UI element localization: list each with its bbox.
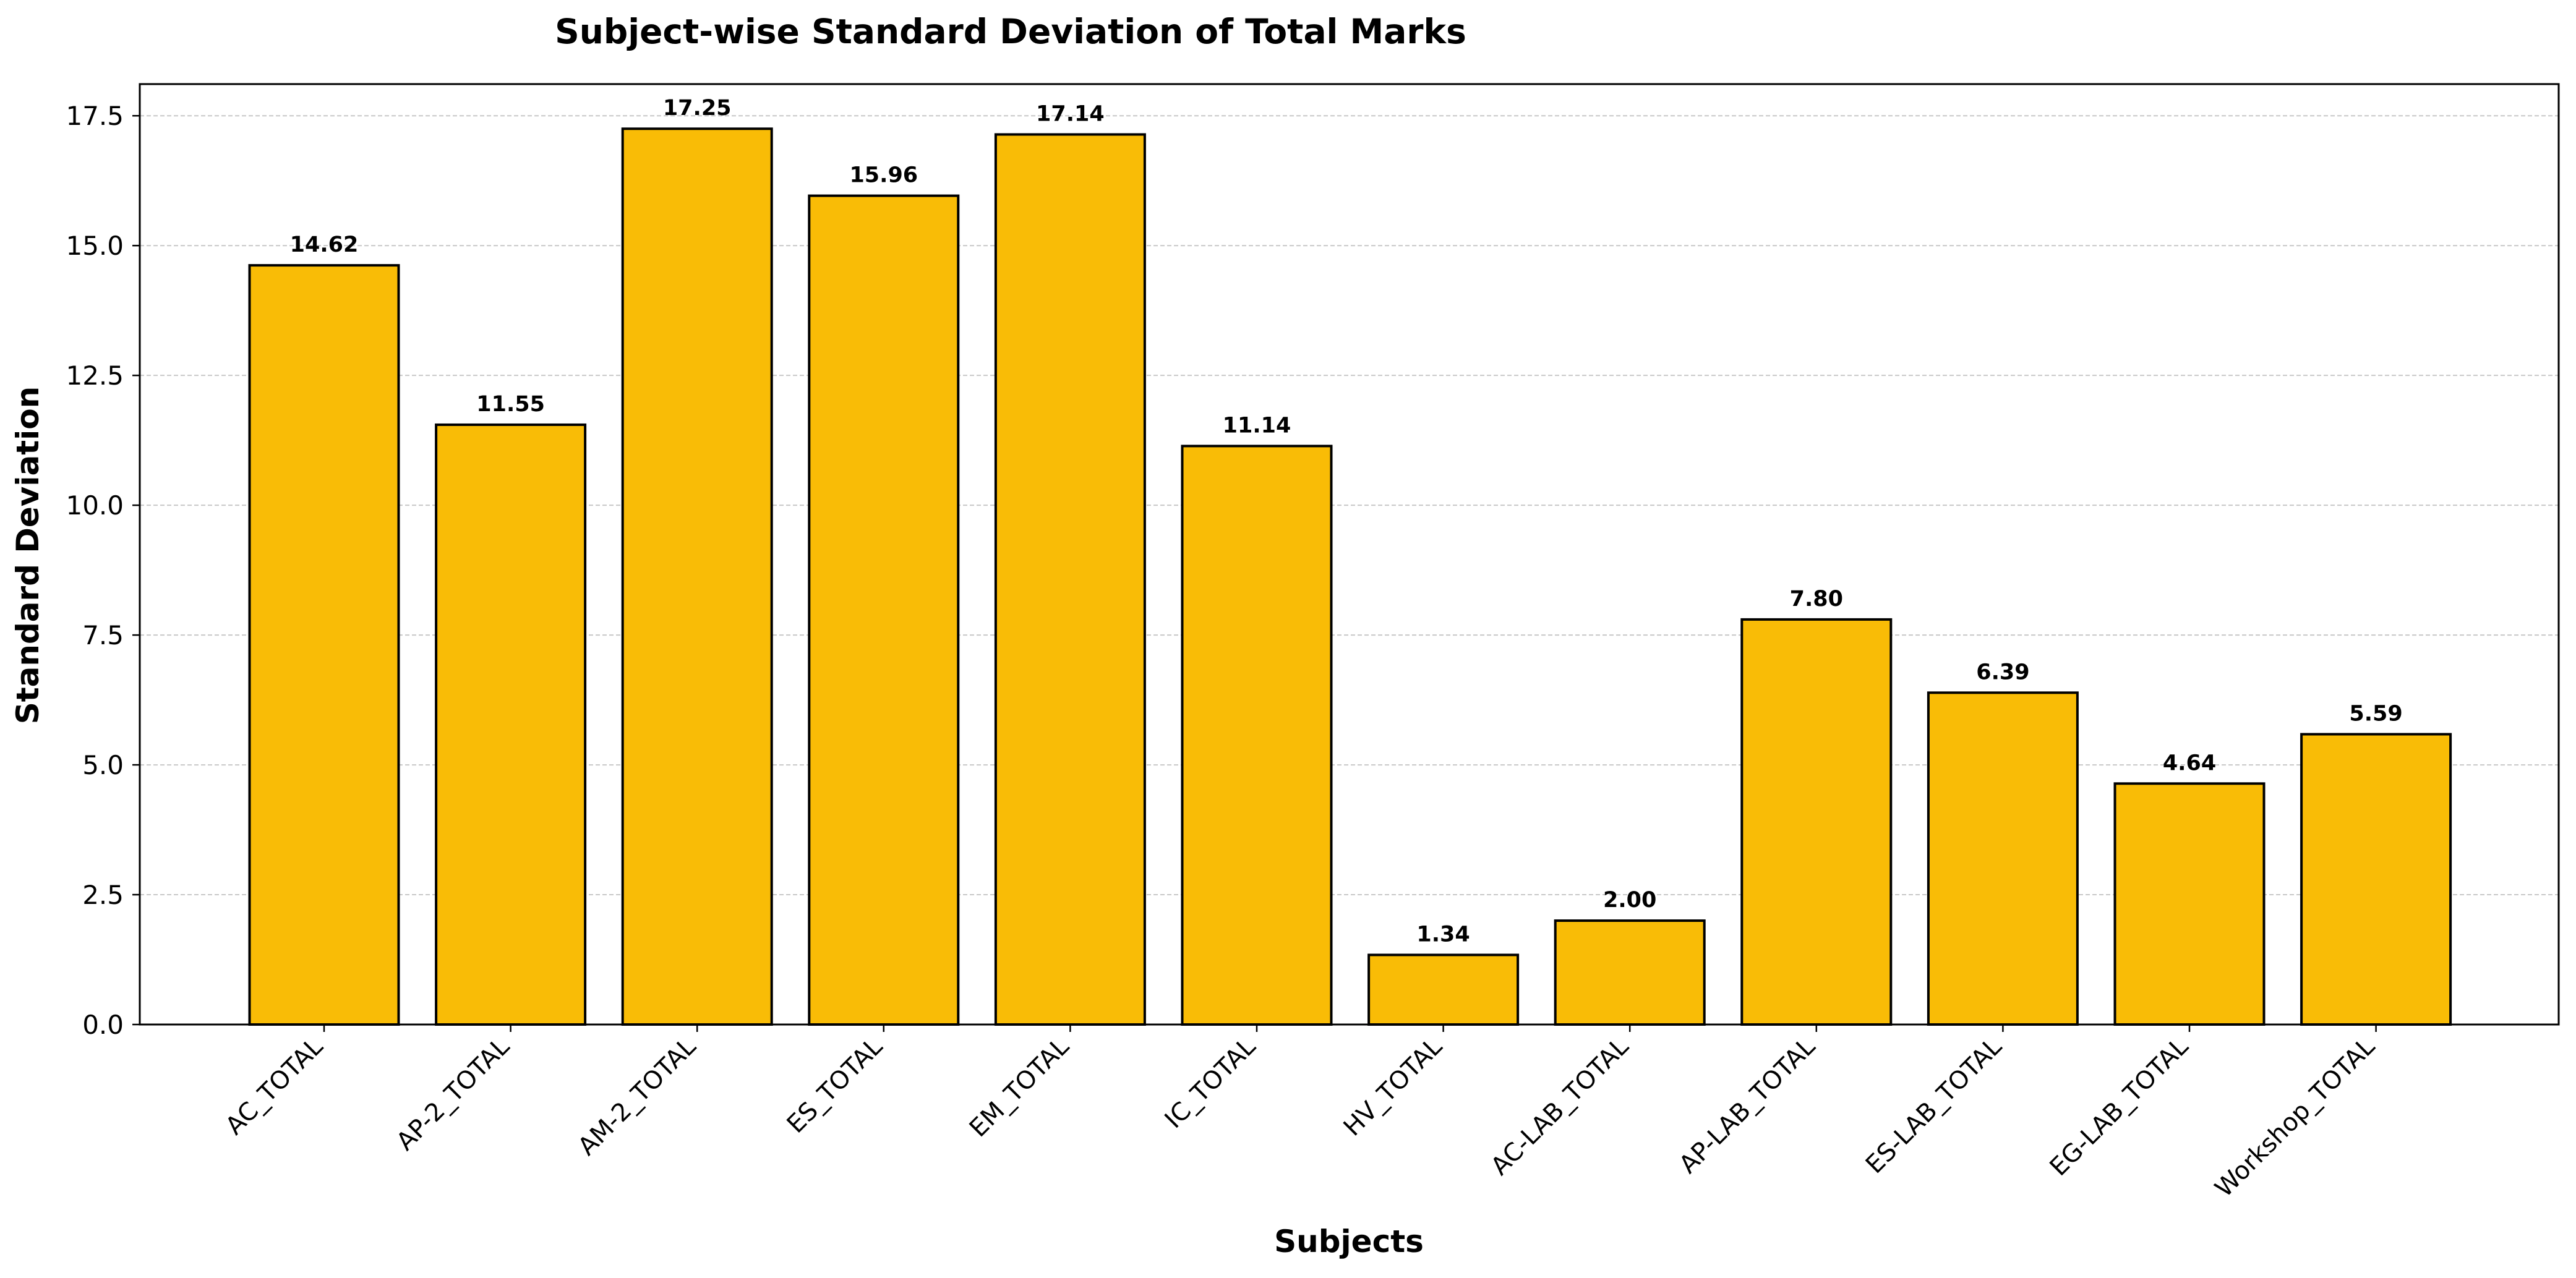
x-axis-label: Subjects [1274,1224,1424,1259]
bar [994,133,1146,1026]
bar-value-label: 2.00 [1603,888,1656,913]
bar [1554,919,1706,1026]
x-axis-ticks: AC_TOTAL AP-2_TOTAL AM-2_TOTAL ES_TOTAL EM_T… [220,1025,2381,1203]
y-tick-label: 10.0 [66,490,124,521]
bar [1927,691,2079,1026]
bar-value-label: 6.39 [1976,660,2029,684]
y-tick-label: 5.0 [82,750,124,780]
x-tick-label: AC_TOTAL [220,1032,329,1141]
bar [621,127,773,1026]
bar [2113,782,2266,1026]
bar [808,194,960,1026]
bar-value-label: 7.80 [1790,587,1843,611]
x-tick-label: Workshop_TOTAL [2210,1032,2381,1203]
x-tick-label: AP-2_TOTAL [391,1032,515,1156]
y-axis-ticks: 0.0 2.5 5.0 7.5 10.0 12.5 15.0 17.5 [66,101,140,1040]
x-tick-label: ES_TOTAL [782,1032,889,1139]
y-tick-label: 12.5 [66,360,124,391]
x-tick-label: EM_TOTAL [964,1032,1075,1143]
chart-title: Subject-wise Standard Deviation of Total… [555,12,1466,51]
x-tick-label: IC_TOTAL [1160,1032,1262,1134]
plot-frame [139,83,2560,1026]
bar [1181,445,1333,1026]
x-tick-label: AC-LAB_TOTAL [1486,1032,1635,1181]
value-labels: 14.62 11.55 17.25 15.96 17.14 11.14 1.34 2.00 7.… [290,96,2403,947]
bar-value-label: 5.59 [2349,702,2402,726]
bar [435,423,587,1026]
bar-value-label: 11.14 [1223,413,1291,438]
x-tick-label: AM-2_TOTAL [573,1032,702,1161]
bar-value-label: 1.34 [1416,922,1470,947]
x-tick-label: HV_TOTAL [1338,1032,1448,1142]
x-tick-label: AP-LAB_TOTAL [1674,1032,1821,1179]
bar [248,264,400,1026]
y-axis-label: Standard Deviation [10,386,46,725]
y-tick-label: 15.0 [66,231,124,261]
bar-value-label: 14.62 [290,232,359,257]
bar [2300,733,2452,1026]
y-tick-label: 17.5 [66,101,124,131]
bar-value-label: 17.25 [663,96,732,121]
bar-value-label: 15.96 [849,163,918,188]
x-tick-label: EG-LAB_TOTAL [2045,1032,2194,1182]
bar-value-label: 11.55 [476,392,545,417]
bar-value-label: 17.14 [1036,101,1105,126]
bar [1740,618,1893,1026]
x-tick-label: ES-LAB_TOTAL [1860,1032,2008,1179]
bar-value-label: 4.64 [2163,751,2216,775]
y-tick-label: 7.5 [82,620,124,650]
bar [1367,953,1520,1026]
bars [248,127,2452,1026]
y-tick-label: 2.5 [82,880,124,910]
y-tick-label: 0.0 [82,1010,124,1040]
